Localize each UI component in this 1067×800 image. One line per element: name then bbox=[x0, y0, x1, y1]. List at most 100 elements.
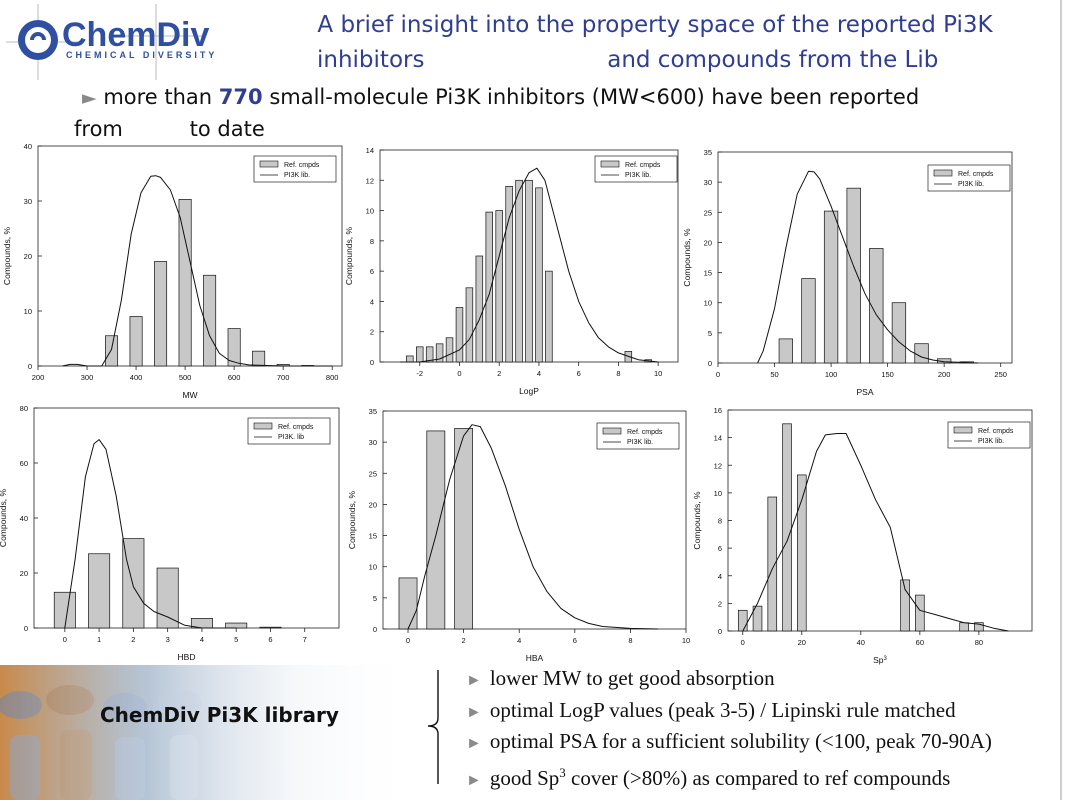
histogram-bar bbox=[505, 185, 513, 363]
histogram-bar bbox=[252, 350, 266, 367]
histogram-bar bbox=[737, 609, 748, 632]
legend-box bbox=[927, 164, 1011, 192]
histogram-bar bbox=[914, 343, 929, 364]
legend-bar-swatch bbox=[933, 169, 953, 177]
y-tick-label: 0 bbox=[370, 358, 374, 367]
x-tick-label: 4 bbox=[537, 369, 541, 378]
finding-item: ► optimal LogP values (peak 3-5) / Lipins… bbox=[466, 696, 1066, 728]
histogram-bar bbox=[203, 274, 217, 367]
x-tick-label: 2 bbox=[462, 636, 466, 645]
histogram-bar bbox=[869, 248, 884, 364]
y-tick-label: 0 bbox=[708, 359, 712, 368]
x-tick-label: 0 bbox=[716, 370, 720, 379]
bullet-arrow-icon: ► bbox=[82, 87, 97, 109]
histogram-bar bbox=[455, 307, 464, 363]
finding-text: optimal LogP values (peak 3-5) / Lipinsk… bbox=[489, 697, 956, 722]
y-tick-label: 30 bbox=[704, 178, 712, 187]
legend-bar-swatch bbox=[953, 426, 973, 434]
x-tick-label: 1 bbox=[97, 635, 101, 644]
y-tick-label: 25 bbox=[704, 208, 712, 217]
legend-label: Ref. cmpds bbox=[625, 162, 661, 169]
legend-box bbox=[247, 417, 331, 445]
slide-edge-divider bbox=[1060, 0, 1062, 800]
legend-label: PI3K lib. bbox=[978, 438, 1004, 445]
series-line bbox=[757, 170, 979, 364]
y-tick-label: 0 bbox=[373, 625, 377, 634]
chart-legend: Ref. cmpds PI3K lib. bbox=[253, 155, 337, 183]
histogram-bar bbox=[465, 287, 474, 363]
subtitle-prefix: more than bbox=[103, 85, 219, 109]
logp-histogram-chart: 0 2 4 6 8 10 12 14 -2 0 2 4 6 8 10 LogP Compounds, % Ref.… bbox=[344, 146, 679, 396]
y-axis-label: Compounds, % bbox=[0, 489, 8, 548]
finding-text-tail: cover (>80%) as compared to ref compound… bbox=[565, 765, 951, 790]
legend-box bbox=[594, 155, 678, 183]
y-tick-label: 4 bbox=[718, 572, 722, 581]
legend-label: Ref. cmpds bbox=[978, 428, 1014, 435]
subtitle-line-2: from to date bbox=[74, 117, 265, 141]
x-tick-label: 250 bbox=[994, 370, 1007, 379]
x-tick-label: 40 bbox=[857, 638, 865, 647]
y-tick-label: 6 bbox=[718, 544, 722, 553]
x-tick-label: 3 bbox=[166, 635, 170, 644]
inhibitor-count: 770 bbox=[218, 85, 263, 109]
x-tick-label: 8 bbox=[628, 636, 632, 645]
y-tick-label: 30 bbox=[24, 197, 32, 206]
legend-label: PI3K lib. bbox=[625, 172, 651, 179]
legend-bar-swatch bbox=[602, 427, 622, 435]
subtitle: ► more than 770 small-molecule Pi3K inhi… bbox=[74, 82, 978, 145]
y-tick-label: 10 bbox=[24, 307, 32, 316]
histogram-bar bbox=[416, 346, 424, 363]
logo-text: ChemDiv bbox=[62, 16, 209, 54]
histogram-bar bbox=[53, 591, 76, 629]
x-tick-label: 50 bbox=[770, 370, 778, 379]
lab-vials-banner-image bbox=[0, 665, 420, 800]
legend-label: Ref. cmpds bbox=[958, 171, 994, 178]
x-tick-label: 4 bbox=[517, 636, 521, 645]
series-line bbox=[742, 433, 1009, 632]
histogram-bar bbox=[425, 346, 434, 363]
histogram-bar bbox=[752, 605, 763, 632]
y-tick-label: 4 bbox=[370, 297, 374, 306]
y-tick-label: 10 bbox=[369, 563, 377, 572]
y-tick-label: 20 bbox=[20, 569, 28, 578]
x-tick-label: 10 bbox=[682, 636, 690, 645]
y-tick-label: 6 bbox=[370, 267, 374, 276]
histogram-bar bbox=[767, 496, 778, 632]
legend-bar-swatch bbox=[259, 160, 279, 168]
histogram-bar bbox=[129, 316, 143, 367]
x-tick-label: 400 bbox=[130, 373, 143, 382]
finding-item: ► lower MW to get good absorption bbox=[466, 664, 1066, 696]
y-tick-label: 20 bbox=[704, 238, 712, 247]
histogram-bar bbox=[797, 474, 807, 632]
histogram-bar bbox=[495, 210, 503, 363]
finding-text: optimal PSA for a sufficient solubility … bbox=[489, 729, 992, 753]
chart-legend: Ref. cmpds PI3K lib. bbox=[947, 421, 1031, 449]
x-tick-label: 7 bbox=[303, 635, 307, 644]
histogram-bar bbox=[398, 577, 418, 630]
y-tick-label: 60 bbox=[20, 459, 28, 468]
histogram-bar bbox=[823, 210, 839, 364]
x-axis-label: LogP bbox=[519, 386, 539, 396]
x-tick-label: 150 bbox=[881, 370, 894, 379]
legend-label: PI3K lib. bbox=[958, 181, 984, 188]
x-tick-label: 2 bbox=[497, 369, 501, 378]
legend-bar-swatch bbox=[600, 160, 620, 168]
mw-histogram-chart: 0 10 20 30 40 200 300 400 500 600 700 800 MW Compound… bbox=[2, 142, 343, 400]
chart-legend: Ref. cmpds PI3K lib. bbox=[927, 164, 1011, 192]
y-tick-label: 80 bbox=[20, 404, 28, 413]
slide-title: A brief insight into the property space … bbox=[270, 8, 1040, 78]
histogram-bar bbox=[485, 211, 493, 363]
y-axis-label: Compounds, % bbox=[2, 227, 12, 286]
histogram-bar bbox=[105, 335, 119, 367]
x-tick-label: 2 bbox=[131, 635, 135, 644]
y-tick-label: 35 bbox=[369, 407, 377, 416]
x-tick-label: 0 bbox=[741, 638, 745, 647]
legend-label: Ref. cmpds bbox=[627, 429, 663, 436]
histogram-bar bbox=[426, 430, 446, 630]
histogram-bar bbox=[801, 278, 816, 364]
x-axis-label: HBA bbox=[526, 653, 544, 663]
y-tick-label: 20 bbox=[369, 500, 377, 509]
y-tick-label: 5 bbox=[373, 594, 377, 603]
histogram-bar bbox=[545, 270, 553, 363]
chemdiv-logo: ChemDiv CHEMICAL DIVERSITY bbox=[6, 4, 214, 80]
